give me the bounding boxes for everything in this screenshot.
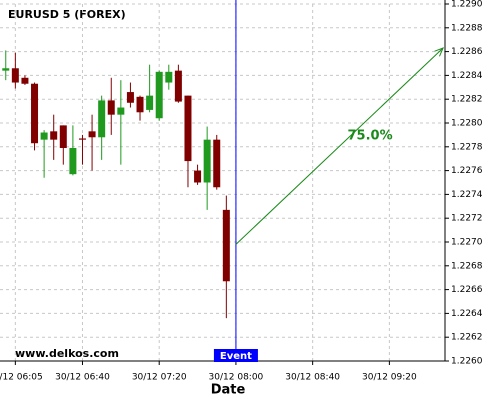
candle-body: [78, 138, 86, 140]
event-label-box: [213, 349, 258, 362]
y-tick-label: 1.2278: [451, 142, 483, 152]
candle-body: [31, 83, 39, 144]
candle-body: [146, 95, 154, 110]
candle-body: [2, 68, 10, 71]
y-tick-label: 1.2260: [451, 357, 483, 367]
candle-body: [11, 68, 19, 83]
x-tick-label: 30/12 09:20: [362, 373, 417, 383]
y-tick-label: 1.2280: [451, 119, 483, 129]
candle-body: [174, 70, 182, 102]
candle-body: [88, 131, 96, 138]
chart-title: EURUSD 5 (FOREX): [8, 8, 126, 21]
y-tick-label: 1.2264: [451, 309, 483, 319]
candle-body: [136, 96, 144, 113]
candle-body: [222, 209, 230, 282]
candle-body: [213, 139, 221, 188]
x-tick-label: 30/12 06:05: [0, 373, 43, 383]
candle-body: [203, 139, 211, 183]
y-tick-label: 1.2272: [451, 214, 483, 224]
candle-body: [50, 131, 58, 140]
y-tick-label: 1.2266: [451, 285, 483, 295]
candle-body: [59, 125, 67, 148]
y-tick-label: 1.2284: [451, 71, 483, 81]
x-tick-label: 30/12 07:20: [132, 373, 187, 383]
projection-arrow: [235, 47, 444, 245]
y-tick-label: 1.2274: [451, 190, 483, 200]
candle-body: [117, 107, 125, 115]
candle-body: [194, 170, 202, 183]
candle-body: [107, 100, 115, 115]
x-tick-label: 30/12 08:00: [209, 373, 264, 383]
x-tick-label: 30/12 06:40: [55, 373, 110, 383]
candle-body: [21, 77, 29, 84]
candle-body: [69, 147, 77, 175]
y-tick-label: 1.2290: [451, 0, 483, 10]
y-tick-label: 1.2262: [451, 333, 483, 343]
y-tick-label: 1.2276: [451, 166, 483, 176]
y-tick-label: 1.2282: [451, 95, 483, 105]
x-tick-label: 30/12 08:40: [285, 373, 340, 383]
candle-body: [40, 132, 48, 140]
event-label: Event: [220, 351, 252, 362]
watermark: www.delkos.com: [15, 347, 119, 360]
candle-body: [155, 71, 163, 119]
x-axis-label: Date: [211, 383, 246, 398]
y-tick-label: 1.2270: [451, 238, 483, 248]
projection-label: 75.0%: [348, 129, 393, 144]
arrow-head: [434, 47, 445, 57]
y-tick-label: 1.2286: [451, 47, 483, 57]
candle-body: [98, 100, 106, 138]
candle-body: [184, 95, 192, 162]
candle-body: [165, 71, 173, 83]
y-tick-label: 1.2288: [451, 23, 483, 33]
y-tick-label: 1.2268: [451, 261, 483, 271]
candle-body: [126, 92, 134, 103]
